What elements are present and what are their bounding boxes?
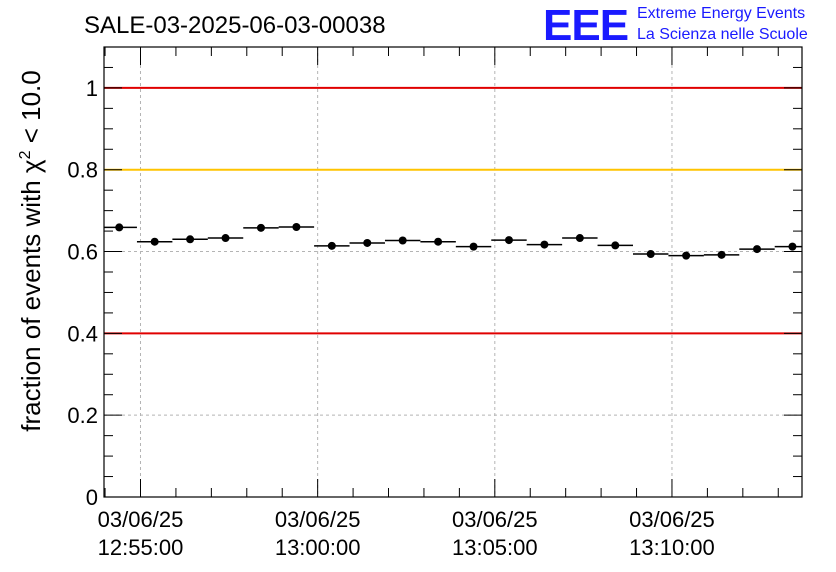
x-tick-labels: 03/06/25 12:55:00 03/06/25 13:00:00 03/06/25…: [98, 507, 715, 560]
reference-lines: [104, 88, 802, 333]
data-point: [718, 251, 726, 259]
data-point: [611, 241, 619, 249]
data-point: [647, 250, 655, 258]
logo-mark: EEE: [543, 1, 628, 50]
grid: [104, 47, 802, 497]
plot-frame: [104, 47, 802, 497]
x-tick-label-date: 03/06/25: [452, 507, 538, 532]
eee-logo: EEE Extreme Energy Events La Scienza nel…: [543, 1, 808, 50]
y-tick-label: 0.8: [67, 158, 98, 183]
data-point: [753, 245, 761, 253]
data-point: [434, 238, 442, 246]
data-point: [682, 252, 690, 260]
data-point: [788, 243, 796, 251]
data-point: [540, 241, 548, 249]
y-axis-label-symbol: χ: [16, 159, 46, 173]
y-tick-label: 0.2: [67, 403, 98, 428]
y-tick-label: 0.4: [67, 321, 98, 346]
axis-ticks: [104, 47, 802, 497]
logo-line-1: Extreme Energy Events: [637, 5, 805, 22]
x-tick-label-time: 12:55:00: [98, 535, 184, 560]
data-point: [257, 224, 265, 232]
data-points: [104, 223, 802, 260]
data-point: [186, 235, 194, 243]
y-tick-label: 0.6: [67, 240, 98, 265]
logo-line-2: La Scienza nelle Scuole: [637, 26, 808, 43]
y-axis-label: fraction of events with χ2 < 10.0: [16, 70, 46, 431]
x-tick-label-date: 03/06/25: [629, 507, 715, 532]
x-tick-label-time: 13:00:00: [275, 535, 361, 560]
data-point: [399, 237, 407, 245]
x-tick-label-date: 03/06/25: [98, 507, 184, 532]
y-axis-label-suffix: < 10.0: [16, 70, 46, 150]
data-point: [222, 234, 230, 242]
chart-title: SALE-03-2025-06-03-00038: [84, 12, 386, 39]
data-point: [115, 223, 123, 231]
data-point: [505, 236, 513, 244]
data-point: [363, 239, 371, 247]
data-point: [470, 243, 478, 251]
x-tick-label-time: 13:10:00: [629, 535, 715, 560]
y-axis-label-prefix: fraction of events with: [16, 173, 46, 432]
chi2-fraction-chart: 0 0.2 0.4 0.6 0.8 1 03/06/25 12:55:00 03/06/25 1…: [0, 0, 836, 572]
y-tick-label: 0: [86, 485, 98, 510]
data-point: [328, 242, 336, 250]
data-point: [576, 234, 584, 242]
y-tick-label: 1: [86, 76, 98, 101]
y-axis-label-superscript: 2: [17, 150, 34, 159]
data-point: [292, 223, 300, 231]
y-tick-labels: 0 0.2 0.4 0.6 0.8 1: [67, 76, 98, 510]
data-point: [151, 238, 159, 246]
x-tick-label-date: 03/06/25: [275, 507, 361, 532]
x-tick-label-time: 13:05:00: [452, 535, 538, 560]
